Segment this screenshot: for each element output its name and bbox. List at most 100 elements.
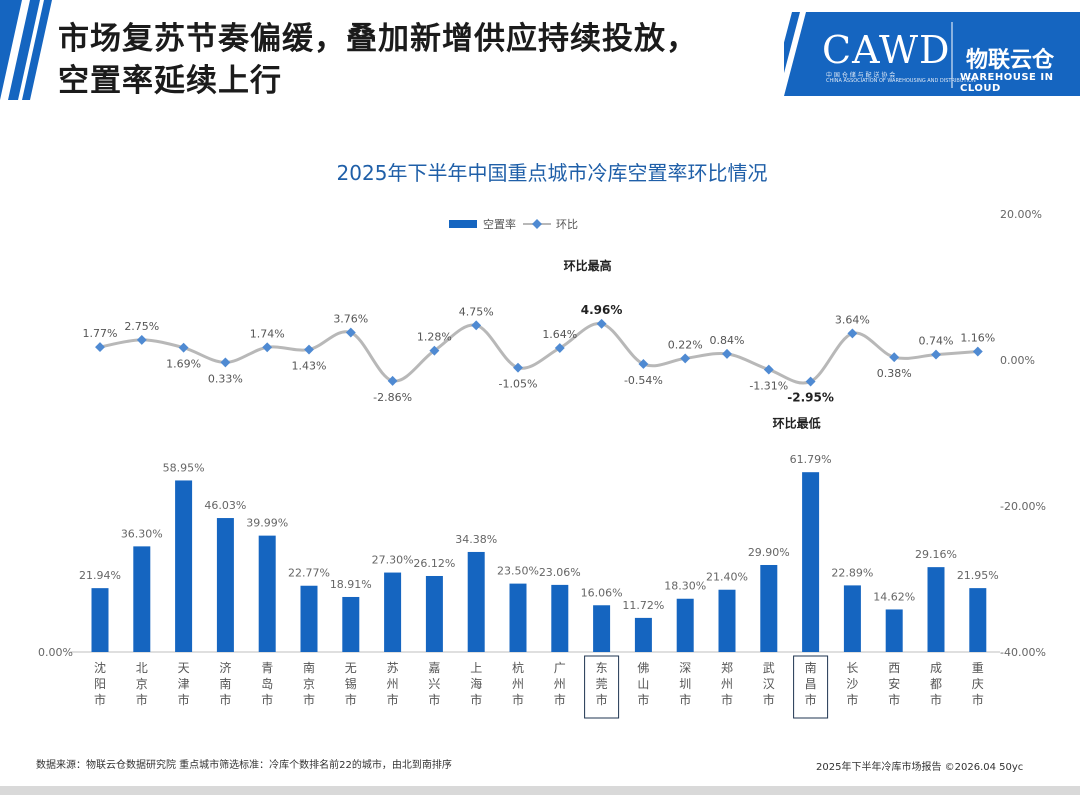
highlight-box (793, 655, 829, 719)
line-point (471, 320, 482, 331)
line-value-label: 4.96% (581, 303, 623, 317)
bar-value-label: 46.03% (204, 499, 246, 512)
line-point (805, 376, 816, 387)
header-stripes (0, 0, 52, 100)
highlight-box (584, 655, 620, 719)
line-value-label: 1.16% (960, 332, 995, 345)
bar (802, 472, 820, 652)
x-axis-labels: 沈阳市 北京市 天津市 济南市 青岛市 南京市 无锡市 苏州市 嘉兴市 上海市 杭州市 广州市 东莞市 佛… (94, 660, 984, 707)
bar-value-label: 23.50% (497, 565, 539, 578)
cawd-logo-subtitle-en: CHINA ASSOCIATION OF WAREHOUSING AND DIS… (826, 78, 976, 84)
line-value-label: 1.64% (542, 328, 577, 341)
annotation-label: 环比最高 (564, 258, 612, 273)
x-tick-label: 苏州市 (387, 661, 399, 707)
bar (425, 575, 443, 652)
line-value-label: -1.31% (749, 380, 788, 393)
x-tick-label: 上海市 (470, 661, 482, 707)
bar-value-label: 18.91% (330, 578, 372, 591)
x-tick-label: 沈阳市 (94, 660, 106, 707)
line-point (345, 327, 356, 338)
bar (91, 588, 109, 652)
bar-value-label: 29.16% (915, 548, 957, 561)
bar-value-label: 21.94% (79, 569, 121, 582)
warehouse-in-cloud-logo-en: WAREHOUSE IN CLOUD (960, 72, 1054, 94)
x-tick-label: 郑州市 (721, 660, 733, 707)
line-value-label: 0.22% (668, 338, 703, 351)
line-value-label: 0.84% (710, 334, 745, 347)
bar (676, 598, 694, 652)
x-tick-label: 佛山市 (637, 661, 649, 707)
bar (634, 617, 652, 652)
line-point (387, 375, 398, 386)
x-tick-label: 南京市 (303, 660, 315, 707)
line-value-label: -0.54% (624, 374, 663, 387)
line-point (972, 346, 983, 357)
line-point (136, 334, 147, 345)
bar-value-label: 18.30% (664, 580, 706, 593)
chart-title: 2025年下半年中国重点城市冷库空置率环比情况 (337, 161, 768, 185)
x-tick-label: 广州市 (554, 661, 566, 707)
bar-value-label: 21.95% (957, 569, 999, 582)
line-point (847, 328, 858, 339)
bar (551, 584, 569, 652)
line-value-label: 1.28% (417, 331, 452, 344)
legend-label-bar: 空置率 (483, 217, 516, 231)
x-tick-label: 济南市 (219, 660, 231, 707)
line-value-label: 4.75% (459, 305, 494, 318)
cawd-logo: CAWD (822, 28, 951, 72)
line-value-label: 1.43% (292, 360, 327, 373)
x-tick-label: 杭州市 (512, 660, 524, 707)
line-path (99, 322, 978, 385)
bar-value-label: 16.06% (581, 586, 623, 599)
bar-value-label: 61.79% (790, 453, 832, 466)
line-point (722, 348, 732, 359)
chart-legend: 空置率 环比 (449, 217, 578, 231)
line-point (763, 364, 774, 375)
bar-value-label: 39.99% (246, 517, 288, 530)
x-tick-label: 深圳市 (679, 661, 691, 707)
x-tick-label: 长沙市 (846, 661, 858, 707)
line-point (220, 357, 231, 368)
bar-value-label: 22.77% (288, 567, 330, 580)
line-point (95, 342, 105, 353)
line-point (304, 344, 314, 355)
bar (509, 583, 527, 652)
line-value-label: 1.69% (166, 358, 201, 371)
right-axis-tick-label: -20.00% (1000, 500, 1046, 513)
line-value-label: 0.33% (208, 372, 243, 385)
warehouse-in-cloud-logo: 物联云仓 (966, 48, 1055, 73)
line-value-label: 0.74% (919, 335, 954, 348)
bar (467, 551, 485, 652)
x-tick-label: 青岛市 (261, 661, 273, 707)
line-value-label: -2.86% (373, 391, 412, 404)
line-value-label: 3.64% (835, 313, 870, 326)
line-point (178, 342, 189, 353)
x-tick-label: 无锡市 (345, 661, 357, 707)
line-point (680, 353, 691, 364)
headline-line-2: 空置率延续上行 (58, 63, 282, 99)
x-tick-label: 嘉兴市 (428, 661, 440, 707)
bar (760, 564, 778, 652)
vacancy-rate-chart: 2025年下半年中国重点城市冷库空置率环比情况 空置率 环比 0.00% 20.00… (38, 161, 1046, 719)
line-value-label: -1.05% (499, 378, 538, 391)
line-point (638, 358, 649, 369)
line-point (596, 318, 607, 329)
bar-value-label: 29.90% (748, 546, 790, 559)
bar-value-label: 36.30% (121, 527, 163, 540)
headline-line-1: 市场复苏节奏偏缓，叠加新增供应持续投放， (58, 21, 698, 57)
line-value-label: -2.95% (787, 391, 834, 405)
logo-banner (784, 12, 1080, 96)
line-value-label: 2.75% (124, 320, 159, 333)
line-value-label: 3.76% (333, 313, 368, 326)
line-value-label: 1.74% (250, 327, 285, 340)
line-point (429, 345, 440, 356)
bar (342, 596, 360, 652)
right-axis-tick-label: -40.00% (1000, 646, 1046, 659)
line-series: 1.77% 2.75% 1.69% 0.33% 1.74% 1.43% 3.76% -2.86… (83, 303, 996, 405)
bar-series: 21.94% 36.30% 58.95% 46.03%39.99% 22.77%18.9… (79, 453, 999, 652)
bar-value-label: 27.30% (372, 554, 414, 567)
legend-marker-line (532, 219, 542, 229)
data-source-note: 数据来源：物联云仓数据研究院 重点城市筛选标准：冷库个数排名前22的城市，由北到… (36, 760, 452, 771)
bar-value-label: 14.62% (873, 590, 915, 603)
bar-value-label: 58.95% (163, 461, 205, 474)
